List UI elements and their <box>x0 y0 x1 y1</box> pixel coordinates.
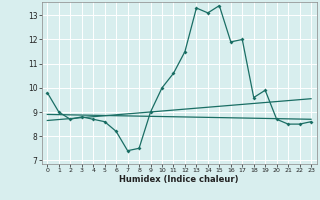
X-axis label: Humidex (Indice chaleur): Humidex (Indice chaleur) <box>119 175 239 184</box>
